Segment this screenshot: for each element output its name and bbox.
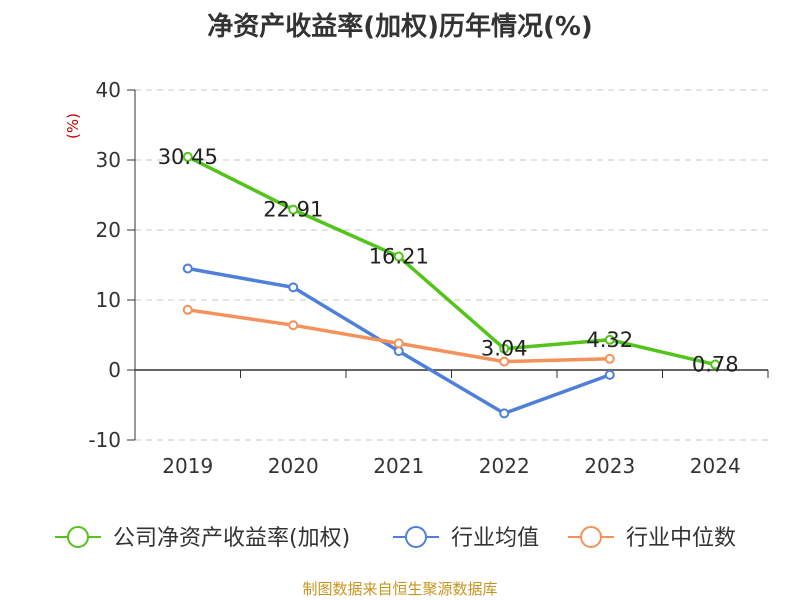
source-note: 制图数据来自恒生聚源数据库 (302, 580, 498, 598)
y-tick-label: 30 (96, 148, 121, 172)
legend-label: 公司净资产收益率(加权) (113, 526, 350, 551)
data-point (288, 320, 299, 331)
data-point (182, 263, 193, 274)
legend-marker (405, 526, 427, 548)
chart-title: 净资产收益率(加权)历年情况(%) (207, 12, 593, 42)
data-label: 30.45 (158, 145, 218, 169)
data-point (182, 151, 193, 162)
x-tick-label: 2024 (690, 454, 741, 478)
data-point (393, 251, 404, 262)
y-tick-label: 40 (96, 78, 121, 102)
y-tick-label: 10 (96, 288, 121, 312)
x-tick-label: 2020 (268, 454, 319, 478)
x-tick-label: 2021 (373, 454, 424, 478)
x-tick-label: 2019 (162, 454, 213, 478)
y-tick-label: -10 (88, 428, 121, 452)
legend-label: 行业均值 (451, 526, 539, 551)
y-tick-label: 0 (108, 358, 121, 382)
data-point (288, 282, 299, 293)
data-label: 4.32 (586, 328, 633, 352)
legend-marker (580, 526, 602, 548)
y-tick-label: 20 (96, 218, 121, 242)
legend-label: 行业中位数 (626, 526, 736, 551)
data-point (393, 338, 404, 349)
data-label: 16.21 (369, 245, 429, 269)
data-label: 0.78 (692, 353, 739, 377)
data-point (710, 359, 721, 370)
x-tick-label: 2023 (584, 454, 635, 478)
y-axis-label: (%) (64, 113, 82, 139)
data-label: 22.91 (263, 198, 323, 222)
x-tick-label: 2022 (479, 454, 530, 478)
data-point (499, 343, 510, 354)
data-point (182, 304, 193, 315)
data-point (604, 353, 615, 364)
data-point (288, 204, 299, 215)
series-line-0 (186, 155, 716, 367)
data-point (604, 369, 615, 380)
data-point (604, 334, 615, 345)
data-label: 3.04 (481, 337, 528, 361)
legend-marker (67, 526, 89, 548)
data-point (499, 408, 510, 419)
data-point (499, 356, 510, 367)
